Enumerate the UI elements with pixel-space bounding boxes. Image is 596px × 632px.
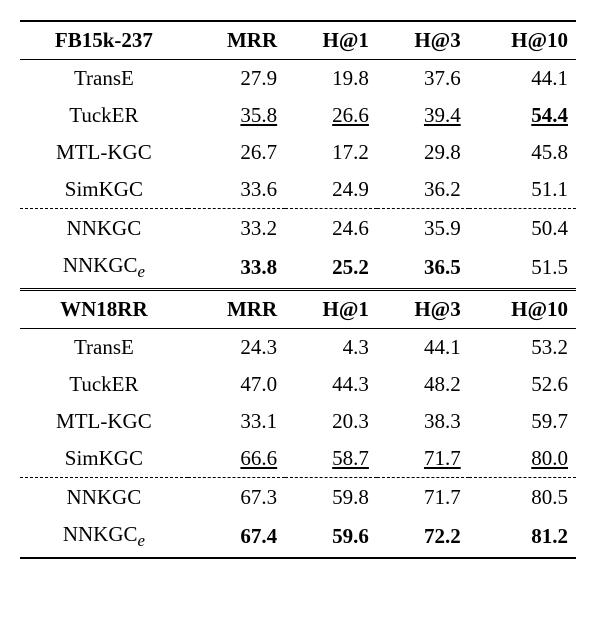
value-cell: 19.8 — [285, 60, 377, 98]
value-cell: 36.5 — [377, 247, 469, 290]
value-cell: 80.0 — [469, 440, 576, 478]
value-cell: 25.2 — [285, 247, 377, 290]
method-name: MTL-KGC — [20, 403, 188, 440]
value-cell: 47.0 — [188, 366, 285, 403]
header-row-2: WN18RR MRR H@1 H@3 H@10 — [20, 290, 576, 329]
col-h10: H@10 — [469, 21, 576, 60]
table-row: NNKGC 33.2 24.6 35.9 50.4 — [20, 210, 576, 247]
method-name: TransE — [20, 60, 188, 98]
value-cell: 50.4 — [469, 210, 576, 247]
value-cell: 48.2 — [377, 366, 469, 403]
value-cell: 51.5 — [469, 247, 576, 290]
method-name: NNKGCe — [20, 516, 188, 558]
value-cell: 71.7 — [377, 440, 469, 478]
method-name: SimKGC — [20, 171, 188, 209]
table-row: NNKGCe 33.8 25.2 36.5 51.5 — [20, 247, 576, 290]
value-cell: 17.2 — [285, 134, 377, 171]
table2-body-lower: NNKGC 67.3 59.8 71.7 80.5 NNKGCe 67.4 59… — [20, 479, 576, 558]
value-cell: 33.8 — [188, 247, 285, 290]
table-row: SimKGC 66.6 58.7 71.7 80.0 — [20, 440, 576, 478]
value-cell: 58.7 — [285, 440, 377, 478]
value-cell: 24.3 — [188, 329, 285, 367]
value-cell: 59.7 — [469, 403, 576, 440]
value-cell: 35.9 — [377, 210, 469, 247]
value-cell: 67.3 — [188, 479, 285, 516]
table2-body-upper: TransE 24.3 4.3 44.1 53.2 TuckER 47.0 44… — [20, 329, 576, 478]
results-table: FB15k-237 MRR H@1 H@3 H@10 TransE 27.9 1… — [20, 20, 576, 559]
value-cell: 33.1 — [188, 403, 285, 440]
method-name: TransE — [20, 329, 188, 367]
value-cell: 54.4 — [469, 97, 576, 134]
value-cell: 38.3 — [377, 403, 469, 440]
value-cell: 24.6 — [285, 210, 377, 247]
value-cell: 45.8 — [469, 134, 576, 171]
value-cell: 27.9 — [188, 60, 285, 98]
value-cell: 59.8 — [285, 479, 377, 516]
dataset-header: WN18RR — [20, 290, 188, 329]
value-cell: 59.6 — [285, 516, 377, 558]
value-cell: 44.1 — [377, 329, 469, 367]
value-cell: 71.7 — [377, 479, 469, 516]
value-cell: 33.6 — [188, 171, 285, 209]
value-cell: 44.3 — [285, 366, 377, 403]
method-name: NNKGC — [20, 479, 188, 516]
col-h1: H@1 — [285, 290, 377, 329]
value-cell: 53.2 — [469, 329, 576, 367]
value-cell: 52.6 — [469, 366, 576, 403]
method-name: MTL-KGC — [20, 134, 188, 171]
value-cell: 29.8 — [377, 134, 469, 171]
value-cell: 26.7 — [188, 134, 285, 171]
value-cell: 67.4 — [188, 516, 285, 558]
table-row: TuckER 47.0 44.3 48.2 52.6 — [20, 366, 576, 403]
value-cell: 80.5 — [469, 479, 576, 516]
table-row: MTL-KGC 26.7 17.2 29.8 45.8 — [20, 134, 576, 171]
value-cell: 20.3 — [285, 403, 377, 440]
col-h10: H@10 — [469, 290, 576, 329]
method-name: TuckER — [20, 366, 188, 403]
table-row: TransE 27.9 19.8 37.6 44.1 — [20, 60, 576, 98]
col-h3: H@3 — [377, 21, 469, 60]
value-cell: 36.2 — [377, 171, 469, 209]
col-h3: H@3 — [377, 290, 469, 329]
table1-body-lower: NNKGC 33.2 24.6 35.9 50.4 NNKGCe 33.8 25… — [20, 210, 576, 290]
value-cell: 81.2 — [469, 516, 576, 558]
value-cell: 51.1 — [469, 171, 576, 209]
table-row: NNKGCe 67.4 59.6 72.2 81.2 — [20, 516, 576, 558]
table1-body-upper: TransE 27.9 19.8 37.6 44.1 TuckER 35.8 2… — [20, 60, 576, 209]
table: FB15k-237 MRR H@1 H@3 H@10 TransE 27.9 1… — [20, 20, 576, 559]
table-row: NNKGC 67.3 59.8 71.7 80.5 — [20, 479, 576, 516]
method-name: NNKGCe — [20, 247, 188, 290]
table-row: TuckER 35.8 26.6 39.4 54.4 — [20, 97, 576, 134]
value-cell: 44.1 — [469, 60, 576, 98]
method-name: TuckER — [20, 97, 188, 134]
table-row: MTL-KGC 33.1 20.3 38.3 59.7 — [20, 403, 576, 440]
dataset-header: FB15k-237 — [20, 21, 188, 60]
value-cell: 35.8 — [188, 97, 285, 134]
value-cell: 37.6 — [377, 60, 469, 98]
header-row-1: FB15k-237 MRR H@1 H@3 H@10 — [20, 21, 576, 60]
value-cell: 24.9 — [285, 171, 377, 209]
value-cell: 72.2 — [377, 516, 469, 558]
col-h1: H@1 — [285, 21, 377, 60]
table-row: SimKGC 33.6 24.9 36.2 51.1 — [20, 171, 576, 209]
value-cell: 39.4 — [377, 97, 469, 134]
col-mrr: MRR — [188, 21, 285, 60]
value-cell: 26.6 — [285, 97, 377, 134]
value-cell: 66.6 — [188, 440, 285, 478]
value-cell: 4.3 — [285, 329, 377, 367]
method-name: NNKGC — [20, 210, 188, 247]
value-cell: 33.2 — [188, 210, 285, 247]
table-row: TransE 24.3 4.3 44.1 53.2 — [20, 329, 576, 367]
col-mrr: MRR — [188, 290, 285, 329]
method-name: SimKGC — [20, 440, 188, 478]
